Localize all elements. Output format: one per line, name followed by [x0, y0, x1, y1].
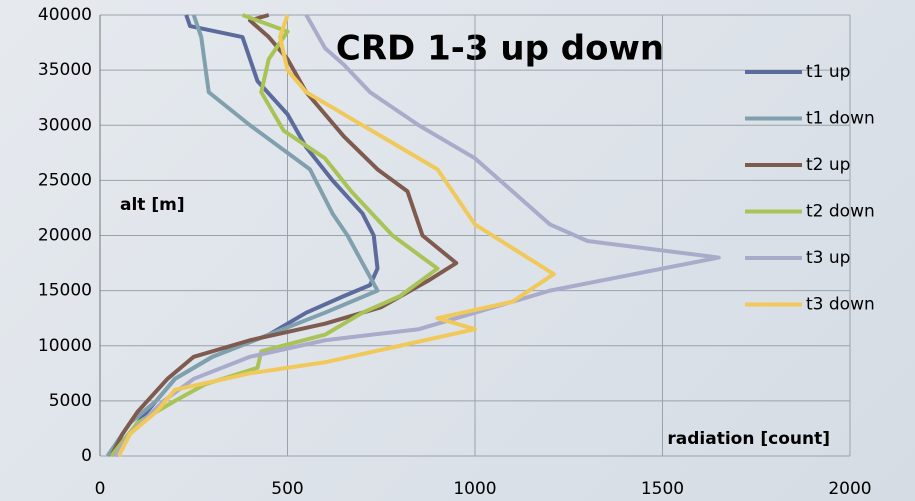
y-tick-label: 0 [81, 446, 92, 466]
series-line [109, 13, 440, 458]
y-tick-label: 30000 [38, 115, 92, 135]
legend-label: t1 down [806, 109, 875, 129]
x-tick-label: 1000 [453, 479, 496, 499]
y-tick-label: 35000 [38, 60, 92, 80]
y-tick-label: 10000 [38, 336, 92, 356]
series-line [109, 13, 459, 457]
y-tick-label: 25000 [38, 170, 92, 190]
y-tick-label: 20000 [38, 226, 92, 246]
legend-label: t3 down [806, 295, 875, 315]
y-tick-label: 5000 [49, 391, 92, 411]
legend-label: t2 down [806, 202, 875, 222]
series-line [116, 14, 556, 457]
legend-label: t2 up [806, 155, 850, 175]
chart-title: CRD 1-3 up down [336, 29, 664, 69]
x-tick-label: 0 [95, 479, 106, 499]
x-tick-label: 1500 [641, 479, 684, 499]
x-axis-label: radiation [count] [667, 429, 830, 449]
x-tick-label: 2000 [828, 479, 871, 499]
y-axis-label: alt [m] [120, 195, 185, 215]
series-line [105, 14, 380, 458]
y-tick-label: 40000 [38, 5, 92, 25]
series-line [113, 14, 721, 458]
legend-label: t3 up [806, 248, 850, 268]
y-tick-label: 15000 [38, 281, 92, 301]
legend-label: t1 up [806, 62, 850, 82]
x-tick-label: 500 [271, 479, 303, 499]
